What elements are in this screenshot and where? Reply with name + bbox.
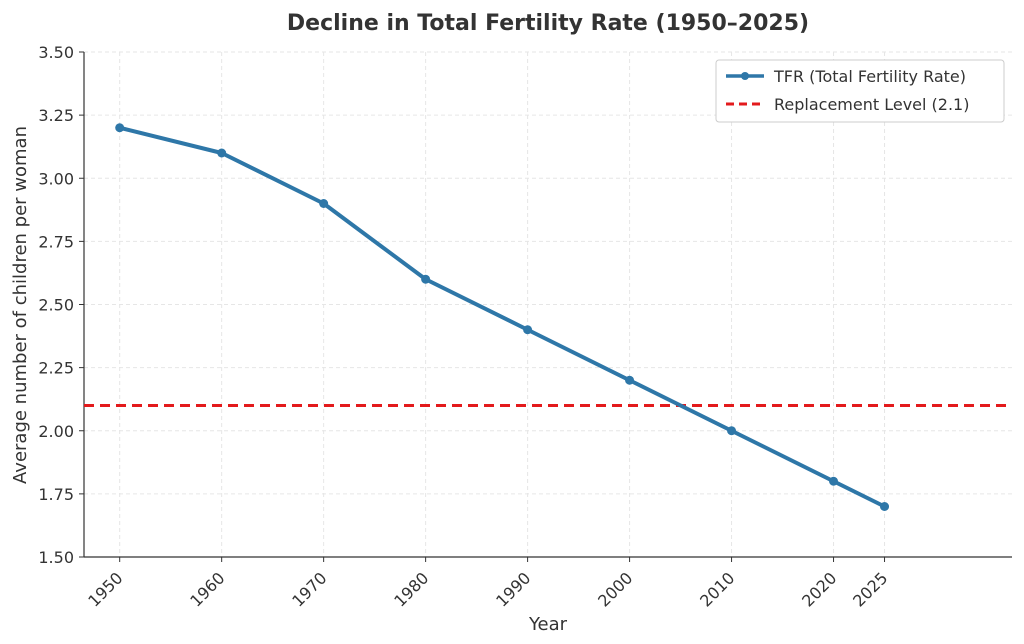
series-line-tfr (117, 125, 887, 509)
legend-box (715, 59, 1005, 123)
y-tick-label: 2.25 (38, 359, 74, 378)
x-tick-label: 1990 (492, 568, 534, 610)
legend-label-replacement: Replacement Level (2.1) (774, 95, 969, 114)
x-tick-label: 1950 (84, 568, 126, 610)
x-tick-label: 2020 (798, 568, 840, 610)
y-tick-label: 2.75 (38, 232, 74, 251)
x-tick-label: 1960 (186, 568, 228, 610)
x-axis-label: Year (528, 614, 568, 635)
data-point-tfr (115, 123, 125, 133)
data-point-tfr (625, 375, 635, 385)
data-point-tfr (217, 148, 227, 158)
y-tick-label: 3.25 (38, 106, 74, 125)
x-tick-label: 2025 (849, 568, 891, 610)
x-tick-label: 2010 (696, 568, 738, 610)
chart-title: Decline in Total Fertility Rate (1950–20… (287, 11, 809, 36)
data-point-tfr (421, 274, 431, 284)
legend: TFR (Total Fertility Rate) Replacement L… (715, 59, 1005, 123)
y-tick-label: 1.75 (38, 485, 74, 504)
y-tick-label: 2.50 (38, 296, 74, 315)
data-point-tfr (727, 426, 737, 436)
data-point-tfr (880, 502, 890, 511)
legend-marker-tfr (741, 72, 749, 80)
data-point-tfr (829, 476, 839, 486)
x-tick-label: 1980 (390, 568, 432, 610)
x-axis-ticks: 1950 1960 1970 1980 1990 2000 2010 2020 2025 (84, 557, 891, 611)
data-point-tfr (523, 325, 533, 335)
series-group (115, 123, 890, 511)
data-point-tfr (319, 199, 329, 208)
y-tick-label: 2.00 (38, 422, 74, 441)
legend-label-tfr: TFR (Total Fertility Rate) (773, 67, 966, 86)
x-tick-label: 1970 (288, 568, 330, 610)
grid (84, 51, 1012, 558)
y-axis-ticks: 1.50 1.75 2.00 2.25 2.50 2.75 3.00 3.25 3.50 (38, 43, 84, 567)
y-tick-label: 3.50 (38, 43, 74, 62)
y-axis-label: Average number of children per woman (10, 126, 31, 484)
x-tick-label: 2000 (594, 568, 636, 610)
y-tick-label: 1.50 (38, 548, 74, 567)
y-tick-label: 3.00 (38, 169, 74, 188)
